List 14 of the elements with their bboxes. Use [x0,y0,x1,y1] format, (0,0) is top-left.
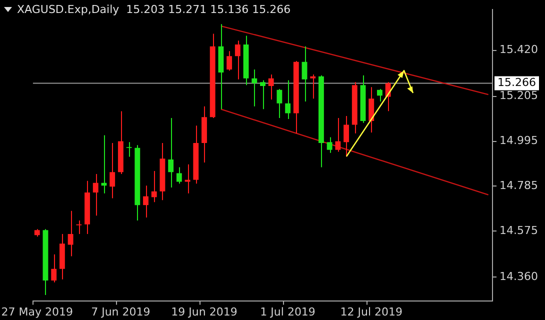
y-tick-label: 15.420 [500,43,538,56]
candlestick [126,142,132,158]
x-tick-label: 7 Jun 2019 [91,305,150,318]
y-tick-label: 14.995 [500,134,538,148]
x-tick-label: 27 May 2019 [1,305,74,318]
ref-line-label: 15.266 [498,76,536,90]
x-tick-label: 19 Jun 2019 [171,305,238,318]
x-tick-label: 1 Jul 2019 [260,305,316,318]
y-tick-label: 15.205 [500,89,538,102]
x-tick-label: 12 Jul 2019 [340,305,402,318]
chart-title: XAGUSD.Exp,Daily 15.203 15.271 15.136 15.266 [17,3,291,16]
y-tick-label: 14.785 [500,179,538,192]
y-tick-label: 14.360 [500,270,538,284]
y-tick-label: 14.575 [500,224,538,238]
